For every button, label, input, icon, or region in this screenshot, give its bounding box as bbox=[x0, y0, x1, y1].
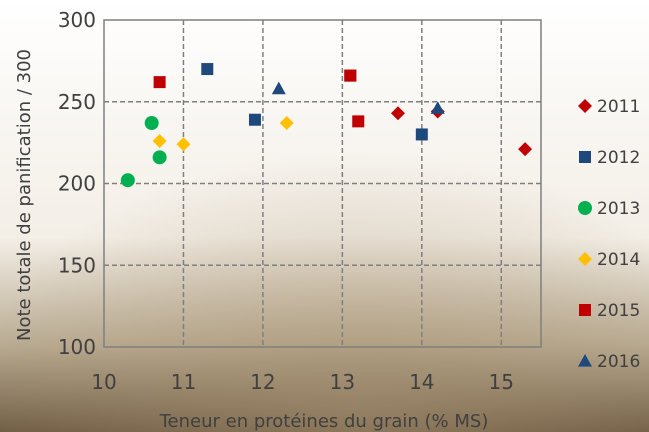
y-tick-label: 250 bbox=[58, 90, 96, 114]
x-tick-label: 10 bbox=[91, 370, 116, 394]
data-point-2014 bbox=[279, 116, 294, 131]
legend-label: 2013 bbox=[597, 199, 640, 219]
legend-label: 2016 bbox=[597, 352, 640, 372]
y-axis-title: Note totale de panification / 300 bbox=[14, 49, 35, 341]
legend-label: 2012 bbox=[597, 148, 640, 168]
data-point-2015 bbox=[153, 76, 166, 89]
data-point-2015 bbox=[344, 69, 357, 82]
plot-area bbox=[103, 19, 542, 348]
data-point-2014 bbox=[176, 137, 191, 152]
data-point-2011 bbox=[518, 142, 533, 157]
x-tick-label: 13 bbox=[330, 370, 355, 394]
data-point-2011 bbox=[390, 106, 405, 121]
data-point-2016 bbox=[271, 81, 286, 95]
x-tick-label: 12 bbox=[250, 370, 275, 394]
legend-marker-2013 bbox=[578, 201, 592, 215]
x-axis-title: Teneur en protéines du grain (% MS) bbox=[159, 411, 489, 432]
legend-marker-2011 bbox=[578, 99, 592, 113]
legend: 2011 2012 2013 2014 2015 2016 bbox=[578, 97, 640, 372]
x-tick-labels: 10 11 12 13 14 15 bbox=[91, 370, 514, 394]
legend-item-2015: 2015 bbox=[579, 301, 640, 321]
y-tick-label: 150 bbox=[58, 253, 96, 277]
grid bbox=[104, 20, 541, 347]
legend-item-2012: 2012 bbox=[579, 148, 640, 168]
data-point-2015 bbox=[352, 115, 365, 128]
data-point-2012 bbox=[248, 113, 261, 126]
legend-label: 2015 bbox=[597, 301, 640, 321]
data-point-2012 bbox=[415, 128, 428, 141]
legend-item-2011: 2011 bbox=[578, 97, 640, 117]
x-tick-label: 14 bbox=[409, 370, 434, 394]
y-tick-labels: 100 150 200 250 300 bbox=[58, 8, 96, 359]
legend-marker-2015 bbox=[579, 304, 591, 316]
legend-marker-2014 bbox=[578, 252, 592, 266]
y-tick-label: 100 bbox=[58, 335, 96, 359]
data-point-2014 bbox=[152, 133, 167, 148]
legend-item-2013: 2013 bbox=[578, 199, 640, 219]
data-point-2013 bbox=[152, 150, 167, 165]
x-tick-label: 15 bbox=[489, 370, 514, 394]
legend-item-2014: 2014 bbox=[578, 250, 640, 270]
legend-item-2016: 2016 bbox=[578, 352, 640, 372]
data-points bbox=[120, 63, 533, 188]
x-tick-label: 11 bbox=[171, 370, 196, 394]
legend-marker-2016 bbox=[578, 354, 592, 367]
legend-label: 2014 bbox=[597, 250, 640, 270]
data-point-2012 bbox=[201, 63, 214, 76]
legend-label: 2011 bbox=[597, 97, 640, 117]
data-point-2013 bbox=[120, 173, 135, 188]
y-tick-label: 300 bbox=[58, 8, 96, 32]
legend-marker-2012 bbox=[579, 151, 591, 163]
data-point-2013 bbox=[144, 116, 159, 131]
y-tick-label: 200 bbox=[58, 172, 96, 196]
data-point-2016 bbox=[430, 101, 445, 114]
